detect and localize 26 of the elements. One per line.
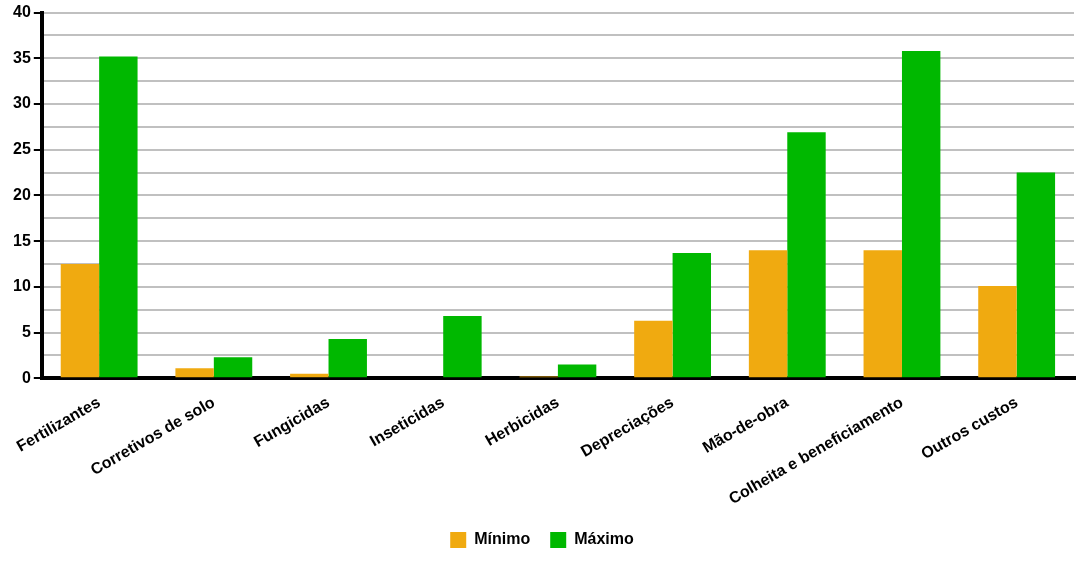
bar [1016,172,1056,378]
bar [328,338,367,378]
y-tick-label: 15 [13,231,31,249]
bar [634,320,673,378]
y-tick-label: 35 [13,48,31,66]
bar [672,253,712,378]
bar [213,357,253,378]
bar [787,132,826,378]
bar [99,56,138,378]
y-tick-label: 10 [13,277,31,295]
bar [557,364,597,378]
y-tick-label: 25 [13,140,31,158]
bar [748,250,788,378]
y-tick-label: 20 [13,185,31,203]
bar [175,368,214,378]
legend-label: Máximo [574,530,635,548]
legend-label: Mínimo [474,530,531,548]
y-tick-label: 40 [13,3,31,21]
bar [901,50,941,378]
y-tick-label: 30 [13,94,31,112]
y-tick-label: 5 [21,322,31,340]
bar [978,285,1017,378]
bar [863,250,902,378]
bar [60,263,100,378]
bar [443,316,482,378]
y-tick-label: 0 [21,368,31,386]
